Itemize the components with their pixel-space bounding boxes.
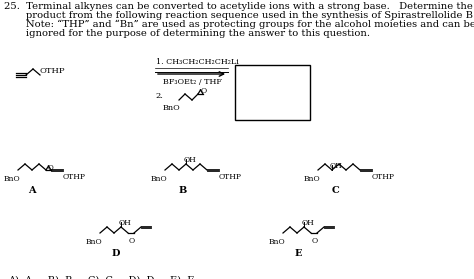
Text: 2.: 2. (155, 92, 163, 100)
Text: O: O (129, 237, 135, 245)
Text: 1. CH₃CH₂CH₂CH₂Li: 1. CH₃CH₂CH₂CH₂Li (156, 58, 239, 66)
Text: D: D (112, 249, 120, 258)
Text: O: O (47, 164, 53, 172)
Text: BnO: BnO (163, 104, 181, 112)
Text: BnO: BnO (151, 175, 168, 183)
Text: BnO: BnO (4, 175, 21, 183)
Text: OH: OH (302, 219, 315, 227)
Text: O: O (201, 87, 207, 95)
Text: OTHP: OTHP (40, 67, 65, 75)
Text: B: B (179, 186, 187, 195)
Text: product from the following reaction sequence used in the synthesis of Spirastrel: product from the following reaction sequ… (4, 11, 474, 20)
Bar (235, 65, 310, 120)
Text: O: O (312, 237, 318, 245)
Text: OTHP: OTHP (63, 173, 86, 181)
Text: BF₃OEt₂ / THF: BF₃OEt₂ / THF (163, 78, 222, 86)
Text: 25.  Terminal alkynes can be converted to acetylide ions with a strong base.   D: 25. Terminal alkynes can be converted to… (4, 2, 473, 11)
Text: BnO: BnO (269, 238, 286, 246)
Text: A: A (28, 186, 36, 195)
Text: OTHP: OTHP (372, 173, 395, 181)
Text: C: C (332, 186, 340, 195)
Text: Note: “THP” and “Bn” are used as protecting groups for the alcohol moieties and : Note: “THP” and “Bn” are used as protect… (4, 20, 474, 29)
Text: A)  A     B)  B     C)  C     D)  D     E)  E: A) A B) B C) C D) D E) E (8, 276, 194, 279)
Text: BnO: BnO (304, 175, 320, 183)
Text: OH: OH (184, 156, 197, 164)
Text: BnO: BnO (86, 238, 103, 246)
Text: OH: OH (119, 219, 132, 227)
Text: E: E (295, 249, 302, 258)
Text: OTHP: OTHP (219, 173, 242, 181)
Text: OH: OH (330, 162, 343, 170)
Text: ignored for the purpose of determining the answer to this question.: ignored for the purpose of determining t… (4, 29, 370, 38)
